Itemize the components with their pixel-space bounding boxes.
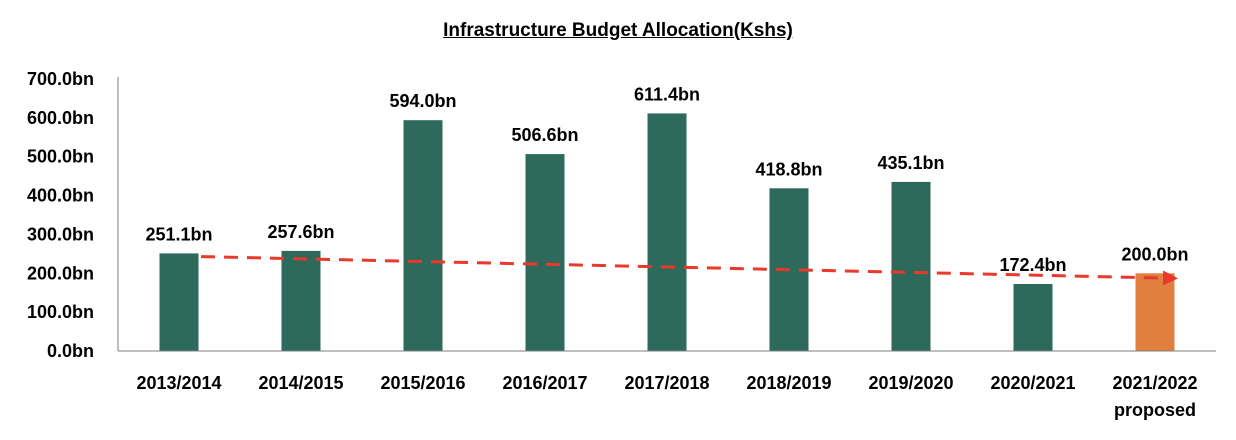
data-label-4: 611.4bn: [634, 84, 700, 104]
data-label-7: 172.4bn: [999, 255, 1066, 275]
data-label-3: 506.6bn: [511, 125, 578, 145]
y-tick-label: 600.0bn: [27, 108, 94, 128]
chart-title: Infrastructure Budget Allocation(Kshs): [443, 20, 793, 41]
x-tick-label: 2018/2019: [746, 373, 831, 393]
x-tick-label: 2021/2022 proposed: [1112, 373, 1197, 420]
bar-7: [1013, 284, 1053, 351]
trendline-layer: [200, 255, 1178, 286]
y-tick-label: 300.0bn: [27, 224, 94, 244]
y-tick-label: 200.0bn: [27, 263, 94, 283]
labels-layer: 251.1bn 257.6bn 594.0bn 506.6bn 611.4bn 418.8…: [145, 84, 1188, 275]
data-label-1: 257.6bn: [267, 222, 334, 242]
x-tick-label: 2016/2017: [502, 373, 587, 393]
x-tick-label: 2020/2021: [990, 373, 1075, 393]
trendline: [200, 255, 1178, 286]
x-tick-label: 2014/2015: [258, 373, 343, 393]
data-label-0: 251.1bn: [145, 224, 212, 244]
data-label-8: 200.0bn: [1121, 244, 1188, 264]
bars-layer: [159, 113, 1175, 352]
data-label-6: 435.1bn: [877, 153, 944, 173]
x-tick-label: 2019/2020: [868, 373, 953, 393]
bar-1: [281, 250, 321, 351]
bar-8: [1135, 273, 1175, 351]
y-tick-label: 500.0bn: [27, 147, 94, 167]
data-label-2: 594.0bn: [389, 91, 456, 111]
bar-6: [891, 181, 931, 351]
x-tick-label: 2017/2018: [624, 373, 709, 393]
axis-layer: 0.0bn 100.0bn 200.0bn 300.0bn 400.0bn 500.0bn…: [27, 69, 1216, 420]
bar-2: [403, 120, 443, 351]
y-tick-label: 100.0bn: [27, 302, 94, 322]
bar-4: [647, 113, 687, 352]
bar-0: [159, 253, 199, 351]
x-tick-label: 2013/2014: [136, 373, 221, 393]
bar-3: [525, 154, 565, 351]
y-tick-label: 400.0bn: [27, 186, 94, 206]
y-tick-label: 0.0bn: [47, 341, 94, 361]
data-label-5: 418.8bn: [755, 159, 822, 179]
x-tick-label: 2015/2016: [380, 373, 465, 393]
y-tick-label: 700.0bn: [27, 69, 94, 89]
